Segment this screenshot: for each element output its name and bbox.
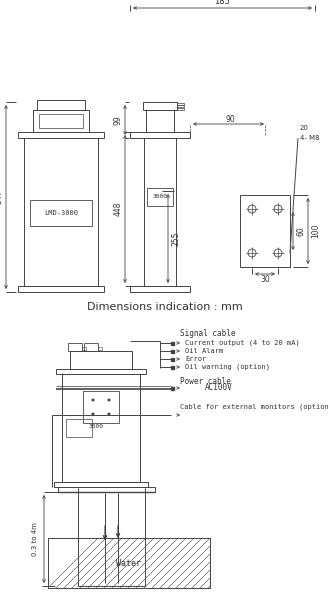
Bar xyxy=(39,114,83,128)
Circle shape xyxy=(91,413,94,415)
Bar xyxy=(171,341,174,344)
Text: Power cable: Power cable xyxy=(180,377,231,385)
Bar xyxy=(130,132,190,138)
Bar xyxy=(146,110,174,132)
Text: Current output (4 to 20 mA): Current output (4 to 20 mA) xyxy=(185,340,300,346)
Bar xyxy=(177,105,184,107)
Bar xyxy=(143,102,177,110)
Text: 90: 90 xyxy=(226,115,235,124)
Bar xyxy=(24,138,98,286)
Bar xyxy=(66,419,92,437)
Text: 255: 255 xyxy=(172,231,181,246)
Circle shape xyxy=(91,398,94,401)
Text: 448: 448 xyxy=(114,202,122,216)
Bar xyxy=(56,369,146,374)
Text: 3000: 3000 xyxy=(88,425,104,430)
Bar xyxy=(83,391,119,423)
Text: 3000: 3000 xyxy=(152,194,168,199)
Bar xyxy=(70,351,132,369)
Bar xyxy=(177,107,184,109)
Bar xyxy=(82,347,86,350)
Text: Error: Error xyxy=(185,356,206,362)
Text: 100: 100 xyxy=(312,224,320,238)
Bar xyxy=(58,487,155,492)
Bar xyxy=(147,188,173,206)
Bar xyxy=(144,138,176,286)
Bar xyxy=(84,343,98,351)
Circle shape xyxy=(108,398,111,401)
Text: Dimensions indication : mm: Dimensions indication : mm xyxy=(87,302,243,312)
Text: Oil Alarm: Oil Alarm xyxy=(185,348,223,354)
Bar xyxy=(171,358,174,361)
Bar xyxy=(240,195,290,267)
Text: Signal cable: Signal cable xyxy=(180,329,236,337)
Text: 60: 60 xyxy=(296,226,306,236)
Circle shape xyxy=(108,413,111,415)
Bar xyxy=(171,349,174,352)
Text: LMD-3000: LMD-3000 xyxy=(44,210,78,216)
Bar xyxy=(54,482,148,487)
Bar xyxy=(130,286,190,292)
Bar xyxy=(171,365,174,368)
Text: Cable for external monitors (option): Cable for external monitors (option) xyxy=(180,404,330,410)
Text: 4- M8: 4- M8 xyxy=(300,135,320,141)
Bar xyxy=(37,100,85,110)
Bar xyxy=(171,387,174,390)
Text: 99: 99 xyxy=(114,115,122,125)
Text: Oil warning (option): Oil warning (option) xyxy=(185,364,270,370)
Text: AC100V: AC100V xyxy=(205,383,233,392)
Text: 30: 30 xyxy=(260,275,270,283)
Bar xyxy=(18,132,104,138)
Bar xyxy=(48,538,210,588)
Bar xyxy=(177,103,184,104)
Bar xyxy=(18,286,104,292)
Bar xyxy=(98,347,102,350)
Bar xyxy=(62,374,140,482)
Bar xyxy=(68,343,82,351)
Text: 185: 185 xyxy=(214,0,230,7)
Text: 20: 20 xyxy=(300,125,309,131)
Text: Water: Water xyxy=(116,559,142,568)
Bar xyxy=(33,110,89,132)
Text: 547: 547 xyxy=(0,190,4,205)
Text: 0.3 to 4m: 0.3 to 4m xyxy=(32,522,38,556)
Bar xyxy=(30,200,92,226)
